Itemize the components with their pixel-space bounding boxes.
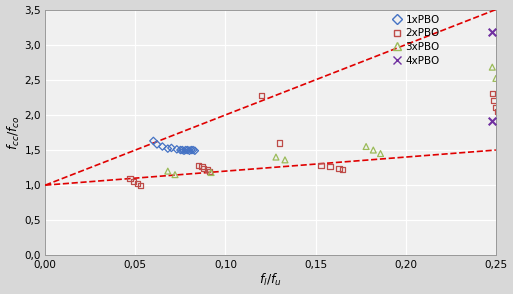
Point — [492, 106, 500, 110]
Point — [335, 166, 343, 171]
Point — [180, 148, 188, 153]
Point — [281, 158, 289, 162]
Point — [205, 169, 213, 173]
Point — [258, 93, 266, 98]
Point — [488, 30, 497, 34]
Point — [488, 118, 497, 123]
Point — [184, 148, 192, 152]
Point — [501, 123, 509, 128]
Point — [504, 128, 512, 133]
Point — [182, 148, 190, 152]
Point — [167, 146, 175, 150]
Point — [136, 183, 145, 188]
Point — [133, 181, 141, 186]
Point — [171, 172, 179, 177]
Point — [488, 65, 497, 69]
Point — [178, 148, 186, 152]
Point — [164, 146, 172, 151]
Point — [207, 170, 215, 175]
Point — [497, 116, 505, 121]
Point — [490, 98, 498, 103]
Point — [494, 109, 502, 114]
Y-axis label: $f_{cc}/f_{co}$: $f_{cc}/f_{co}$ — [6, 115, 22, 150]
Legend: 1xPBO, 2xPBO, 3xPBO, 4xPBO: 1xPBO, 2xPBO, 3xPBO, 4xPBO — [393, 15, 440, 66]
Point — [317, 163, 325, 168]
Point — [496, 113, 504, 117]
Point — [173, 147, 181, 152]
Point — [499, 120, 507, 124]
Point — [272, 155, 280, 159]
Point — [339, 167, 347, 172]
Point — [377, 151, 385, 156]
Point — [275, 141, 284, 145]
Point — [492, 76, 500, 81]
Point — [176, 148, 185, 152]
Point — [126, 176, 134, 181]
Point — [369, 148, 378, 152]
Point — [326, 165, 334, 169]
Point — [194, 163, 203, 168]
Point — [496, 79, 504, 83]
Point — [503, 127, 511, 131]
Point — [191, 148, 199, 153]
Point — [203, 167, 211, 172]
Point — [189, 148, 197, 152]
Point — [362, 144, 370, 149]
Point — [129, 179, 137, 184]
Point — [198, 165, 206, 169]
Point — [488, 91, 497, 96]
Point — [187, 148, 195, 152]
Point — [200, 166, 208, 171]
X-axis label: $f_l/f_u$: $f_l/f_u$ — [259, 272, 282, 288]
Point — [153, 142, 161, 147]
Point — [185, 148, 193, 153]
Point — [164, 169, 172, 173]
Point — [149, 138, 157, 143]
Point — [159, 144, 167, 149]
